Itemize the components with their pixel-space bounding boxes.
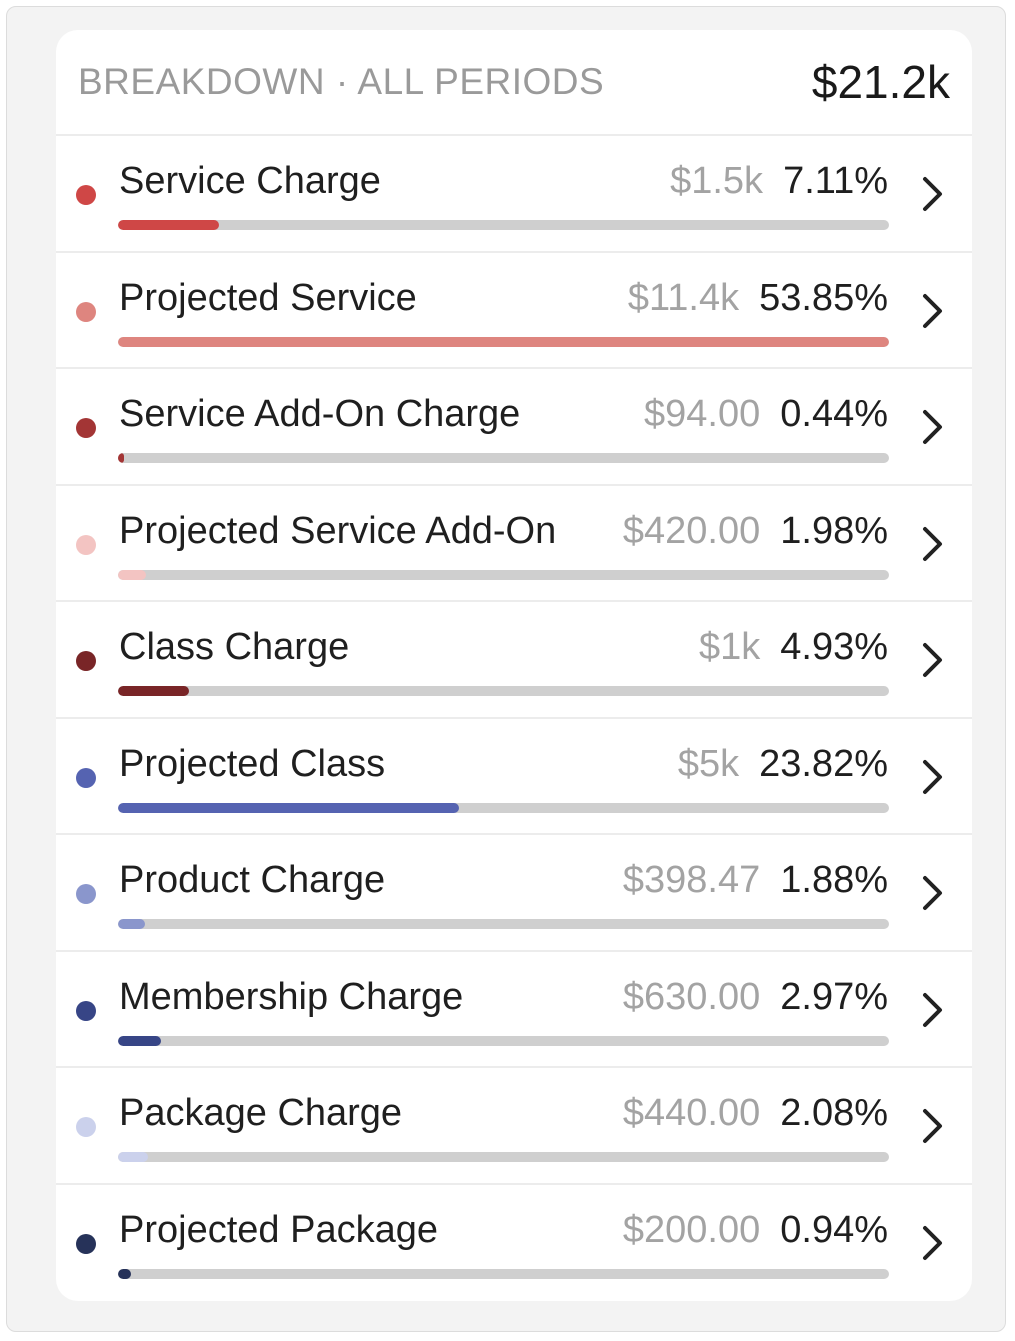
breakdown-list: Service Charge $1.5k 7.11% Projected Ser…: [56, 136, 972, 1301]
progress-fill: [118, 802, 459, 813]
category-amount: $200.00: [622, 1208, 761, 1251]
progress-fill: [118, 569, 147, 580]
category-amount: $398.47: [622, 859, 761, 901]
chevron-right-icon[interactable]: [920, 873, 946, 913]
category-color-dot: [76, 1233, 96, 1254]
category-label: Service Charge: [119, 160, 381, 202]
category-color-dot: [76, 884, 96, 904]
category-label: Service Add-On Charge: [119, 393, 521, 435]
category-values: $1.5k 7.11%: [670, 160, 888, 203]
category-amount: $1k: [698, 626, 761, 668]
progress-fill: [118, 1152, 148, 1162]
widget-frame: BREAKDOWN · ALL PERIODS $21.2k Service C…: [6, 6, 1006, 1332]
category-label: Class Charge: [119, 626, 350, 668]
category-percent: 2.08%: [780, 1092, 888, 1134]
progress-track: [118, 336, 889, 347]
category-color-dot: [76, 185, 96, 205]
chevron-right-icon[interactable]: [920, 990, 946, 1030]
breakdown-row[interactable]: Class Charge $1k 4.93%: [56, 602, 972, 719]
category-values: $630.00 2.97%: [623, 976, 888, 1019]
breakdown-row[interactable]: Projected Service Add-On $420.00 1.98%: [56, 486, 972, 602]
progress-track: [118, 919, 889, 929]
category-percent: 53.85%: [759, 276, 888, 319]
category-label: Package Charge: [119, 1092, 403, 1134]
category-label: Projected Service: [119, 276, 417, 319]
category-color-dot: [76, 418, 96, 438]
category-values: $11.4k 53.85%: [628, 277, 888, 320]
category-values: $5k 23.82%: [678, 743, 888, 786]
chevron-right-icon[interactable]: [920, 524, 946, 564]
category-amount: $1.5k: [670, 160, 764, 202]
category-label: Projected Class: [119, 742, 386, 785]
breakdown-card: BREAKDOWN · ALL PERIODS $21.2k Service C…: [56, 30, 972, 1301]
progress-fill: [118, 919, 145, 929]
category-color-dot: [76, 1117, 96, 1137]
progress-track: [118, 569, 889, 580]
category-amount: $5k: [677, 742, 740, 785]
category-amount: $440.00: [622, 1092, 761, 1134]
category-values: $440.00 2.08%: [623, 1092, 888, 1135]
progress-track: [118, 220, 889, 230]
category-color-dot: [76, 301, 96, 322]
breakdown-row[interactable]: Package Charge $440.00 2.08%: [56, 1068, 972, 1185]
progress-fill: [118, 453, 125, 463]
chevron-right-icon[interactable]: [920, 1223, 946, 1263]
category-values: $94.00 0.44%: [644, 393, 888, 436]
category-label: Product Charge: [119, 859, 386, 901]
breakdown-row[interactable]: Service Add-On Charge $94.00 0.44%: [56, 369, 972, 486]
category-percent: 2.97%: [780, 975, 888, 1018]
progress-track: [118, 802, 889, 813]
category-color-dot: [76, 767, 96, 788]
category-amount: $11.4k: [627, 276, 740, 319]
category-color-dot: [76, 1000, 96, 1021]
breakdown-row[interactable]: Projected Service $11.4k 53.85%: [56, 253, 972, 369]
card-header: BREAKDOWN · ALL PERIODS $21.2k: [56, 30, 972, 136]
total-amount: $21.2k: [811, 56, 950, 108]
category-percent: 23.82%: [759, 742, 888, 785]
chevron-right-icon[interactable]: [920, 291, 946, 331]
breakdown-row[interactable]: Membership Charge $630.00 2.97%: [56, 952, 972, 1068]
category-values: $1k 4.93%: [699, 626, 888, 669]
breakdown-row[interactable]: Service Charge $1.5k 7.11%: [56, 136, 972, 253]
category-percent: 7.11%: [783, 160, 888, 202]
chevron-right-icon[interactable]: [920, 757, 946, 797]
progress-track: [118, 686, 889, 696]
chevron-right-icon[interactable]: [920, 1106, 946, 1146]
category-values: $420.00 1.98%: [623, 510, 888, 553]
category-amount: $420.00: [622, 509, 761, 552]
category-amount: $630.00: [622, 975, 761, 1018]
progress-track: [118, 1035, 889, 1046]
category-percent: 0.94%: [780, 1208, 888, 1251]
category-label: Projected Package: [119, 1208, 438, 1251]
chevron-right-icon[interactable]: [920, 174, 946, 214]
category-percent: 0.44%: [780, 393, 888, 435]
progress-fill: [118, 1035, 161, 1046]
progress-fill: [118, 336, 889, 347]
category-percent: 1.88%: [780, 859, 888, 901]
progress-track: [118, 453, 889, 463]
breakdown-row[interactable]: Product Charge $398.47 1.88%: [56, 835, 972, 952]
chevron-right-icon[interactable]: [920, 407, 946, 447]
category-label: Projected Service Add-On: [119, 509, 557, 552]
card-title: BREAKDOWN · ALL PERIODS: [78, 61, 605, 102]
category-color-dot: [76, 651, 96, 671]
progress-track: [118, 1152, 889, 1162]
category-values: $398.47 1.88%: [623, 859, 888, 902]
category-color-dot: [76, 534, 96, 555]
progress-fill: [118, 220, 220, 230]
category-percent: 1.98%: [780, 509, 888, 552]
breakdown-row[interactable]: Projected Package $200.00 0.94%: [56, 1185, 972, 1302]
category-percent: 4.93%: [780, 626, 888, 668]
category-values: $200.00 0.94%: [623, 1209, 888, 1252]
progress-track: [118, 1268, 889, 1279]
progress-fill: [118, 1268, 132, 1279]
breakdown-row[interactable]: Projected Class $5k 23.82%: [56, 719, 972, 835]
category-label: Membership Charge: [119, 975, 464, 1018]
progress-fill: [118, 686, 189, 696]
chevron-right-icon[interactable]: [920, 640, 946, 680]
category-amount: $94.00: [644, 393, 761, 435]
